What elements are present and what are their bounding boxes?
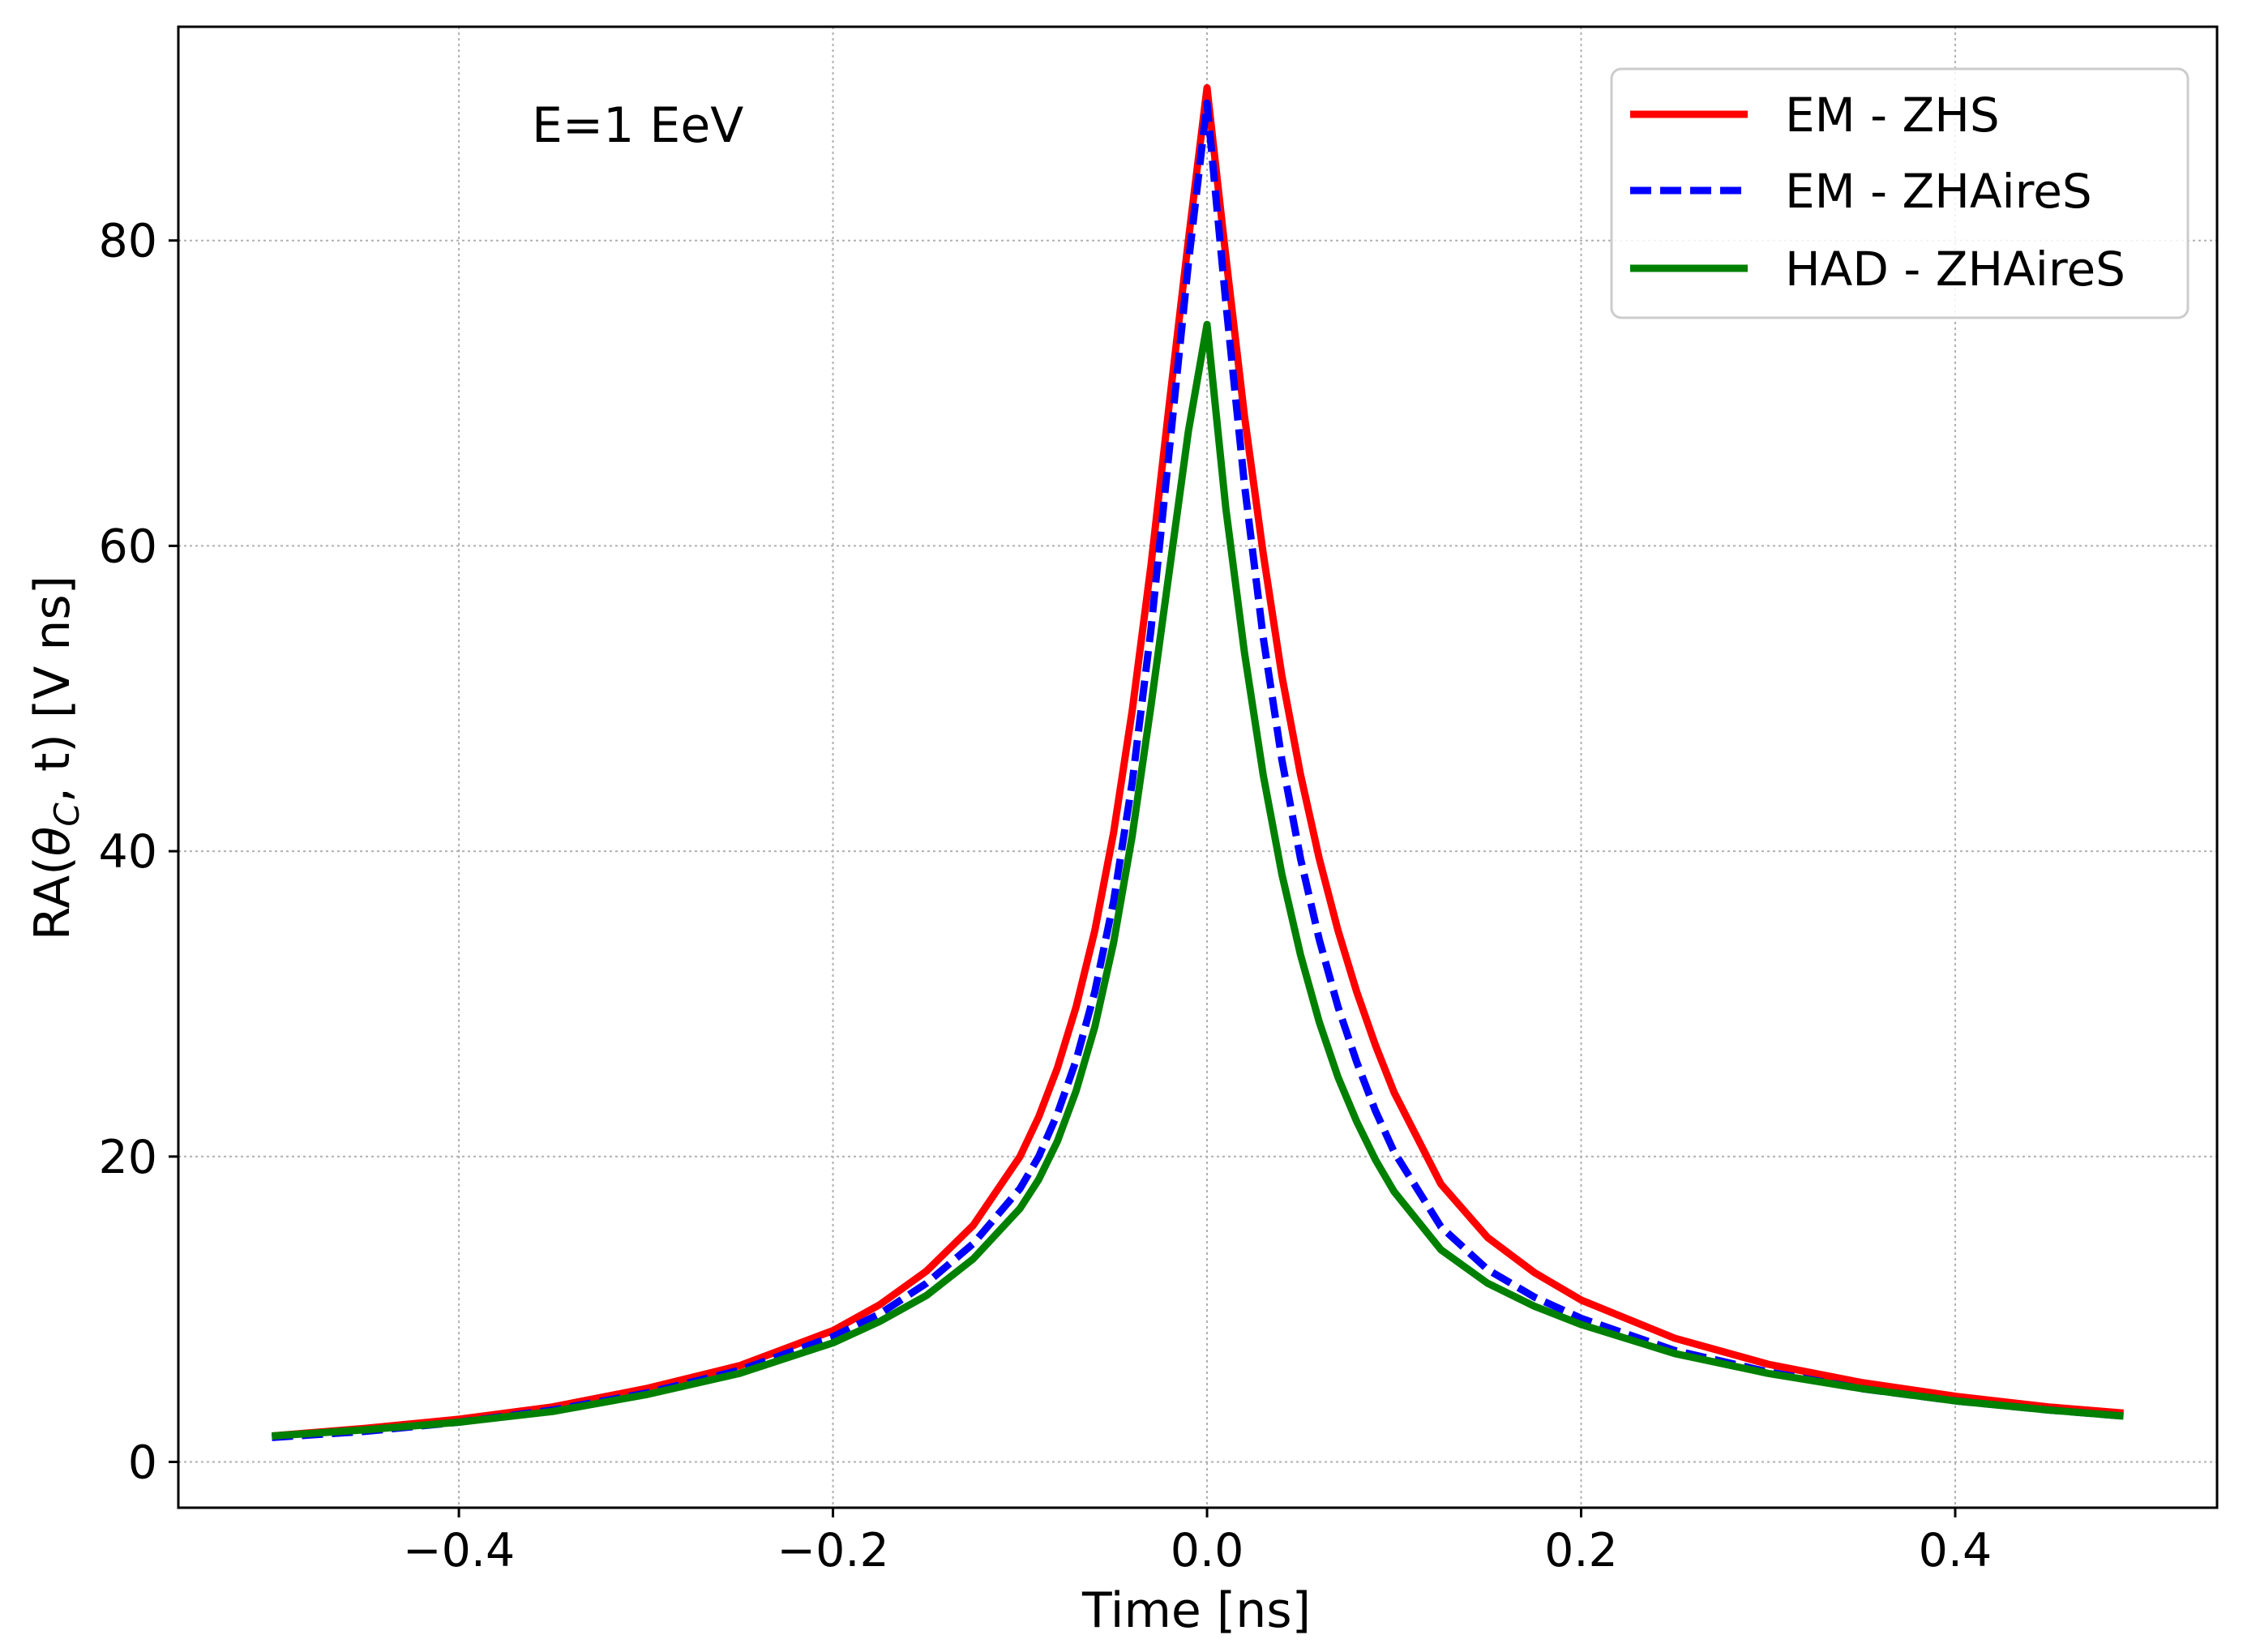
series-line-2 [272,99,2124,1441]
x-axis-label: Time [ns] [1081,1582,1311,1639]
legend-label-3: HAD - ZHAireS [1785,242,2125,297]
series-line-3 [272,320,2124,1440]
plot-frame [177,25,2219,1509]
legend-label-2: EM - ZHAireS [1785,164,2092,219]
energy-annotation: E=1 EeV [532,97,743,154]
x-tick-label: −0.2 [777,1524,888,1577]
y-axis-label-suffix: , t) [V ns] [24,576,81,802]
y-axis-label-theta: θ [24,827,81,857]
y-axis-label-subscript: C [47,802,87,827]
y-tick-label: 40 [98,825,157,879]
legend-items: EM - ZHS EM - ZHAireS HAD - ZHAireS [1630,88,2125,297]
plot-series [272,83,2124,1441]
x-tick-label: 0.4 [1919,1524,1993,1577]
y-tick-label: 0 [128,1436,157,1489]
legend-label-1: EM - ZHS [1785,88,2000,143]
x-tick-label: 0.2 [1544,1524,1618,1577]
legend-box [1610,67,2189,319]
y-tick-label: 20 [98,1131,157,1184]
y-tick-label: 60 [98,520,157,573]
y-tick-label: 80 [98,215,157,268]
x-tick-label: 0.0 [1171,1524,1244,1577]
legend: EM - ZHS EM - ZHAireS HAD - ZHAireS [1610,67,2189,319]
series-line-1 [272,83,2124,1440]
x-tick-label: −0.4 [403,1524,515,1577]
y-axis-label-prefix: RA( [24,856,81,940]
y-axis-label: RA(θC, t) [V ns] [24,576,87,940]
axis-ticks: −0.4 −0.2 0.0 0.2 0.4 0 20 40 60 80 [98,215,1992,1577]
